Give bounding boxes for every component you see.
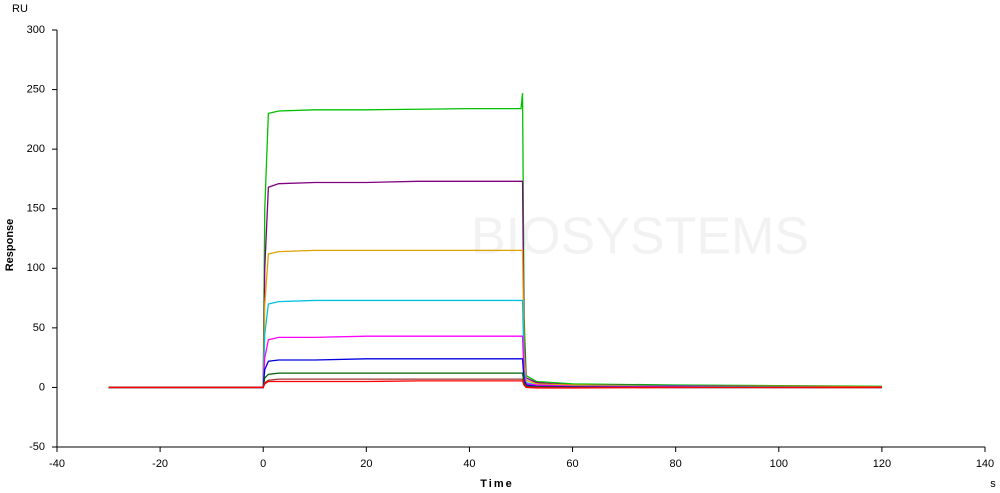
y-tick-label: 50 — [33, 322, 45, 334]
series-line — [108, 380, 882, 389]
series-line — [108, 299, 882, 389]
y-tick-label: 250 — [27, 83, 45, 95]
x-tick-label: 40 — [463, 458, 475, 470]
x-tick-label: -40 — [49, 458, 65, 470]
x-tick-label: 20 — [360, 458, 372, 470]
y-unit: RU — [12, 3, 28, 15]
watermark: BIOSYSTEMS — [471, 208, 809, 266]
x-tick-label: 120 — [873, 458, 891, 470]
series-line — [108, 249, 882, 389]
x-axis-label: Time — [480, 478, 513, 490]
y-tick-label: 100 — [27, 262, 45, 274]
x-tick-label: 100 — [770, 458, 788, 470]
series-line — [108, 93, 882, 389]
x-tick-label: 140 — [976, 458, 994, 470]
x-unit: s — [990, 478, 996, 490]
x-tick-label: 0 — [260, 458, 266, 470]
x-tick-label: 80 — [670, 458, 682, 470]
y-tick-label: 150 — [27, 203, 45, 215]
x-tick-label: -20 — [152, 458, 168, 470]
y-tick-label: 300 — [27, 24, 45, 36]
x-tick-label: 60 — [566, 458, 578, 470]
y-tick-label: -50 — [29, 441, 45, 453]
y-axis-label: Response — [4, 219, 16, 272]
series-line — [108, 335, 882, 389]
y-tick-label: 0 — [39, 381, 45, 393]
y-tick-label: 200 — [27, 143, 45, 155]
